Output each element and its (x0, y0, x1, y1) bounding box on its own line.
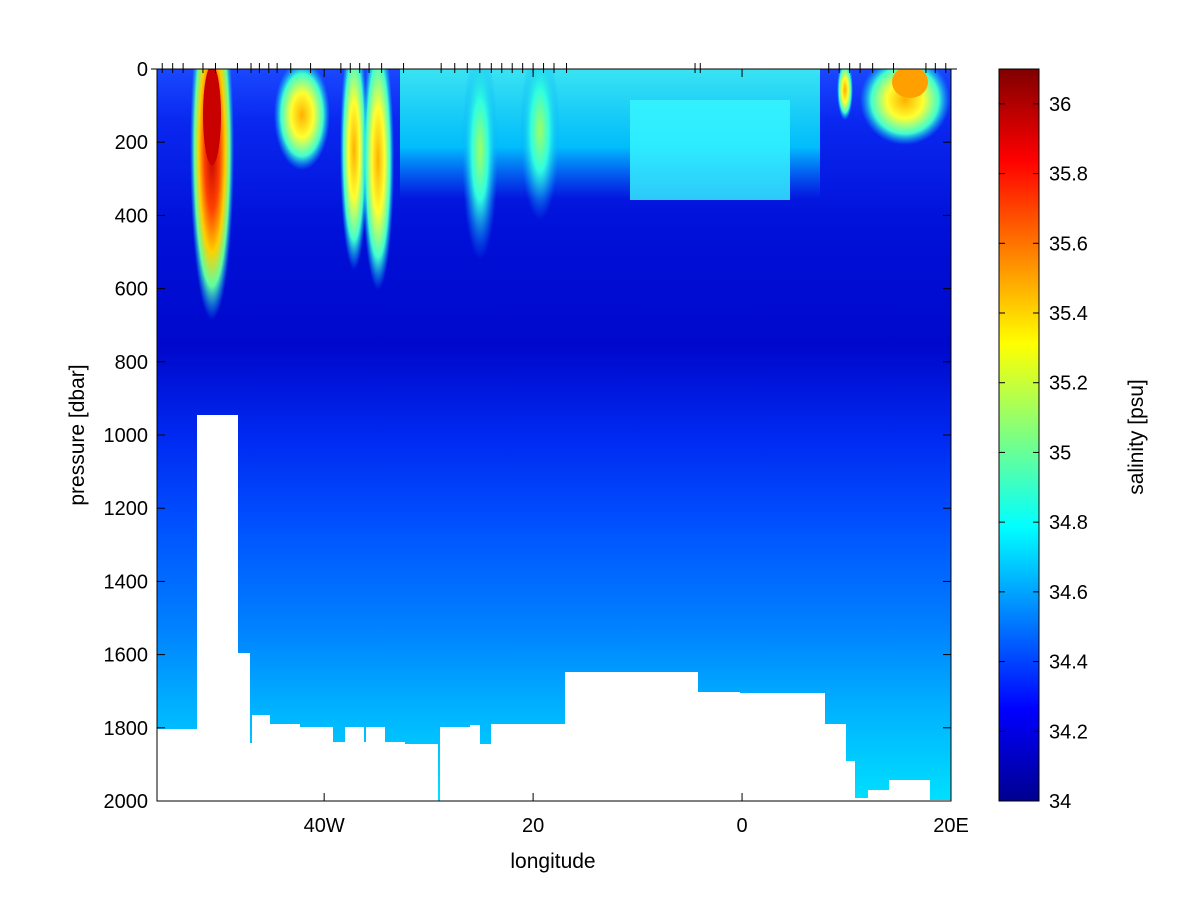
warm-core-east-center (892, 69, 928, 98)
x-tick-label: 20 (522, 815, 544, 837)
x-tick-label: 40W (304, 815, 345, 837)
colorbar-tick-label: 35 (1049, 442, 1071, 464)
y-axis-title: pressure [dbar] (66, 364, 89, 505)
y-tick-label: 2000 (104, 791, 149, 813)
colorbar-title: salinity [psu] (1125, 379, 1148, 495)
colorbar-tick-label: 35.8 (1049, 164, 1088, 186)
y-tick-label: 1000 (104, 425, 149, 447)
plot-area (157, 69, 951, 801)
colorbar-tick-label: 34 (1049, 791, 1071, 813)
y-tick-label: 0 (137, 59, 148, 81)
warm-core-43w (274, 69, 330, 170)
x-tick-label: 20E (933, 815, 969, 837)
cyan-core-27w (462, 69, 498, 260)
colorbar-tick-label: 35.4 (1049, 303, 1088, 325)
y-axis: 0 200 400 600 800 1000 1200 1400 1600 1800 2000 (104, 59, 951, 813)
high-salinity-core-west (190, 69, 234, 320)
colorbar-tick-label: 34.8 (1049, 512, 1088, 534)
x-tick-label: 0 (736, 815, 747, 837)
warm-core-37w (340, 69, 368, 270)
y-tick-label: 1600 (104, 645, 149, 667)
colorbar-axis: 34 34.2 34.4 34.6 34.8 35 35.2 35.4 35.6 35.8 36 (999, 94, 1088, 813)
high-salinity-core-west-center (203, 69, 221, 165)
colorbar (998, 68, 1040, 802)
colorbar-tick-label: 34.6 (1049, 582, 1088, 604)
warm-core-10e (837, 69, 853, 120)
colorbar-tick-label: 35.2 (1049, 373, 1088, 395)
cyan-core-20w (520, 69, 560, 220)
x-axis: 40W 20 0 20E (304, 69, 969, 837)
surface-cyan-band-east (630, 100, 790, 200)
colorbar-tick-label: 34.4 (1049, 652, 1088, 674)
bottom-topography-mask (157, 415, 951, 801)
colorbar-tick-label: 35.6 (1049, 233, 1088, 255)
y-tick-label: 1400 (104, 571, 149, 593)
y-tick-label: 600 (115, 279, 148, 301)
y-tick-label: 400 (115, 205, 148, 227)
y-tick-label: 200 (115, 132, 148, 154)
y-tick-label: 800 (115, 352, 148, 374)
warm-core-east (860, 69, 950, 145)
warm-core-35w (362, 69, 394, 290)
y-tick-label: 1200 (104, 498, 149, 520)
x-axis-title: longitude (510, 850, 595, 873)
y-tick-label: 1800 (104, 718, 149, 740)
station-ticks (151, 63, 957, 73)
colorbar-tick-label: 36 (1049, 94, 1071, 116)
colorbar-tick-label: 34.2 (1049, 721, 1088, 743)
